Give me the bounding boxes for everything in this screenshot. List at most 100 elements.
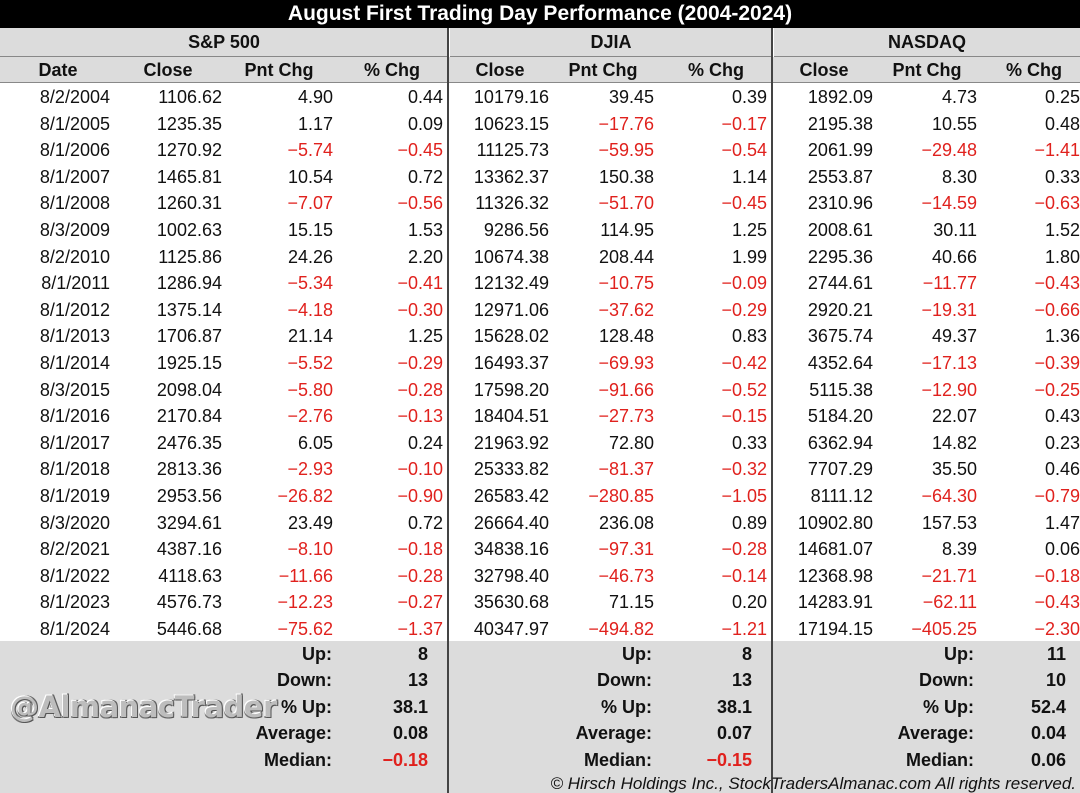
cell-dj-pct-chg: −0.54 [721,140,767,161]
cell-dj-close: 17598.20 [473,379,549,400]
cell-sp-pct-chg: 1.53 [407,219,443,240]
summary-label-dj: Median: [583,749,652,770]
cell-nq-close: 8111.12 [810,485,873,506]
cell-nq-pnt-chg: −64.30 [921,485,977,506]
summary-label-sp: Down: [277,670,332,691]
col-dj-pnt: Pnt Chg [568,60,638,80]
summary-value-sp: 13 [407,670,428,691]
table-row: 8/3/2020 3294.61 23.49 0.72 26664.40 236.08 0.… [0,510,1080,537]
cell-sp-pnt-chg: −5.52 [287,352,333,373]
cell-sp-close: 4576.73 [156,592,222,613]
cell-nq-close: 4352.64 [807,352,873,373]
cell-nq-close: 2195.38 [807,113,873,134]
data-table-body: 8/2/2004 1106.62 4.90 0.44 10179.16 39.45 0.39… [0,84,1080,642]
cell-dj-close: 26583.42 [473,485,549,506]
cell-nq-pct-chg: −0.79 [1034,485,1080,506]
cell-sp-pct-chg: −0.28 [397,565,443,586]
cell-nq-close: 1892.09 [807,87,873,107]
cell-dj-close: 13362.37 [473,166,549,187]
cell-dj-close: 18404.51 [473,406,549,427]
cell-nq-pnt-chg: 30.11 [933,219,977,240]
cell-sp-pnt-chg: −11.66 [278,565,333,586]
cell-dj-pnt-chg: 71.15 [608,592,654,613]
summary-label-nq: % Up: [923,696,974,717]
cell-nq-pct-chg: 1.52 [1044,219,1080,240]
cell-dj-close: 15628.02 [473,326,549,347]
summary-value-dj: 8 [741,644,752,664]
copyright-footer: © Hirsch Holdings Inc., StockTradersAlma… [550,775,1076,793]
table-row: 8/1/2018 2813.36 −2.93 −0.10 25333.82 −81.37 −… [0,456,1080,483]
cell-nq-close: 12368.98 [797,565,873,586]
cell-sp-close: 1465.81 [156,166,222,187]
summary-row: Down: 13 Down: 13 Down: 10 [0,667,1080,693]
cell-sp-pct-chg: 0.24 [407,432,443,453]
cell-sp-pct-chg: 0.72 [407,512,443,533]
cell-date: 8/2/2004 [39,87,110,107]
cell-sp-pct-chg: 2.20 [407,246,443,267]
summary-row: Median: −0.18 Median: −0.15 Median: 0.06 [0,747,1080,773]
cell-dj-close: 21963.92 [473,432,549,453]
cell-sp-pnt-chg: −75.62 [277,618,333,639]
cell-sp-pnt-chg: −26.82 [277,485,333,506]
col-nq-pct: % Chg [1006,60,1062,80]
table-row: 8/1/2016 2170.84 −2.76 −0.13 18404.51 −27.73 −… [0,403,1080,430]
cell-nq-pct-chg: −0.63 [1034,193,1080,214]
summary-label-nq: Median: [905,749,974,770]
cell-sp-pnt-chg: 1.17 [297,113,333,134]
col-dj-close: Close [475,60,525,80]
table-row: 8/1/2007 1465.81 10.54 0.72 13362.37 150.38 1.… [0,164,1080,191]
group-header-djia: DJIA [450,28,772,57]
cell-sp-pnt-chg: −8.10 [287,539,333,560]
cell-sp-close: 1706.87 [156,326,222,347]
cell-dj-pnt-chg: 39.45 [608,87,654,107]
cell-dj-pnt-chg: −10.75 [598,273,654,294]
cell-dj-close: 25333.82 [473,459,549,480]
cell-nq-close: 5115.38 [809,379,873,400]
group-header-nasdaq: NASDAQ [774,28,1080,57]
cell-nq-pnt-chg: −17.13 [921,352,977,373]
cell-sp-pnt-chg: 24.26 [287,246,333,267]
summary-label-nq: Average: [897,723,974,744]
cell-dj-pnt-chg: 114.95 [600,219,654,240]
cell-date: 8/3/2015 [39,379,110,400]
cell-dj-close: 10674.38 [473,246,549,267]
cell-date: 8/1/2022 [39,565,110,586]
cell-sp-close: 1125.86 [158,246,222,267]
group-header-sp500: S&P 500 [0,28,448,57]
cell-nq-pct-chg: 0.48 [1044,113,1080,134]
cell-nq-close: 2295.36 [807,246,873,267]
cell-dj-pnt-chg: −51.70 [598,193,654,214]
cell-dj-close: 12132.49 [473,273,549,294]
cell-dj-pct-chg: 0.39 [731,87,767,107]
cell-sp-pnt-chg: −5.74 [287,140,333,161]
cell-date: 8/1/2008 [39,193,110,214]
table-row: 8/1/2013 1706.87 21.14 1.25 15628.02 128.48 0.… [0,323,1080,350]
cell-sp-pct-chg: −0.10 [397,459,443,480]
cell-nq-pnt-chg: −62.11 [922,592,977,613]
cell-dj-close: 11125.73 [476,140,549,161]
summary-label-dj: % Up: [601,696,652,717]
table-row: 8/1/2008 1260.31 −7.07 −0.56 11326.32 −51.70 −… [0,190,1080,217]
summary-value-sp: 8 [417,644,428,664]
cell-sp-pct-chg: −0.27 [397,592,443,613]
cell-dj-close: 16493.37 [473,352,549,373]
cell-sp-pct-chg: −1.37 [397,618,443,639]
summary-label-sp: % Up: [281,696,332,717]
cell-nq-close: 2008.61 [807,219,873,240]
table-row: 8/1/2005 1235.35 1.17 0.09 10623.15 −17.76 −0.… [0,111,1080,138]
col-sp-pnt: Pnt Chg [244,60,314,80]
cell-nq-pct-chg: −0.43 [1034,273,1080,294]
cell-dj-pnt-chg: 128.48 [598,326,654,347]
cell-dj-pct-chg: 1.14 [731,166,767,187]
cell-nq-pct-chg: 0.46 [1044,459,1080,480]
cell-sp-close: 2476.35 [156,432,222,453]
summary-value-nq: 10 [1045,670,1066,691]
cell-sp-pnt-chg: 6.05 [297,432,333,453]
summary-label-sp: Average: [255,723,332,744]
summary-value-nq: 0.04 [1030,723,1066,744]
table-row: 8/3/2015 2098.04 −5.80 −0.28 17598.20 −91.66 −… [0,377,1080,404]
cell-nq-close: 7707.29 [807,459,873,480]
cell-dj-pct-chg: 0.20 [731,592,767,613]
cell-sp-pnt-chg: −2.76 [287,406,333,427]
cell-sp-close: 2813.36 [156,459,222,480]
